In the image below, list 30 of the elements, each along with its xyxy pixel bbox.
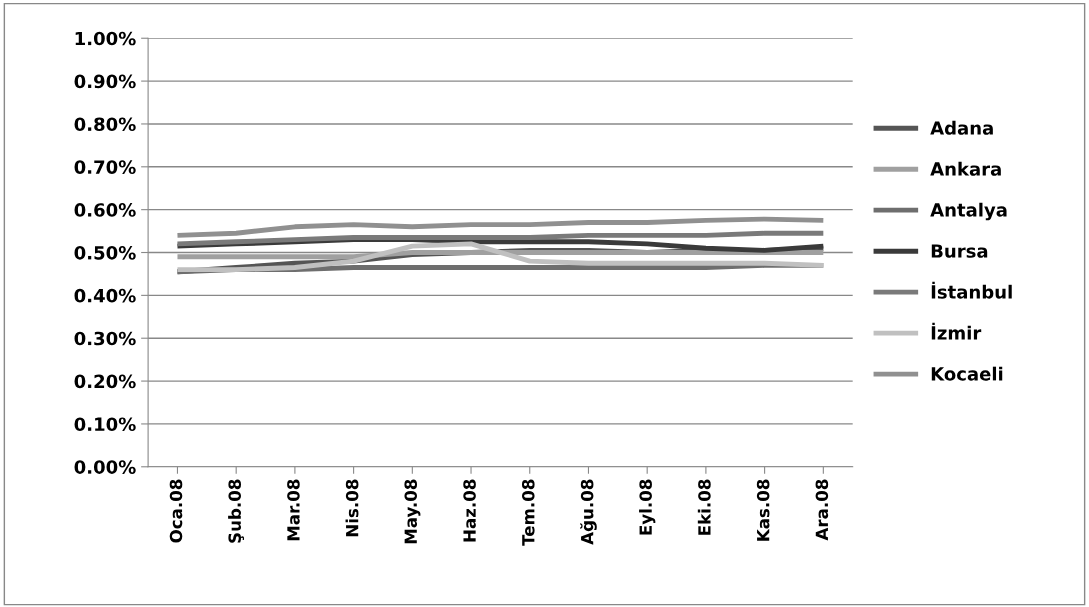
y-tick-label: 0.80%	[74, 117, 136, 132]
legend-label: Adana	[930, 120, 993, 135]
x-tick-label: Şub.08	[228, 479, 245, 543]
x-tick-label: May.08	[404, 479, 421, 544]
x-tick-label: Haz.08	[463, 479, 476, 542]
x-tick-label: Eyl.08	[639, 479, 656, 535]
y-tick-label: 0.00%	[74, 460, 136, 474]
y-tick-label: 0.60%	[74, 203, 136, 217]
y-tick-label: 0.40%	[74, 288, 136, 303]
x-tick-label: Kas.08	[756, 479, 770, 541]
x-tick-label: Oca.08	[169, 479, 183, 543]
x-tick-label: Tem.08	[521, 479, 535, 546]
y-tick-label: 1.00%	[75, 31, 136, 46]
x-tick-label: Eki.08	[697, 479, 711, 535]
legend-label: Bursa	[931, 244, 988, 258]
legend-label: İzmir	[931, 322, 982, 340]
legend-label: İstanbul	[931, 281, 1012, 299]
x-tick-label: Mar.08	[287, 479, 300, 541]
x-tick-label: Ara.08	[815, 479, 829, 541]
y-tick-label: 0.50%	[74, 245, 136, 260]
y-tick-label: 0.70%	[74, 160, 136, 174]
x-tick-label: Ağu.08	[580, 479, 597, 545]
y-tick-label: 0.20%	[74, 374, 136, 389]
legend-label: Antalya	[930, 202, 1007, 221]
y-tick-label: 0.30%	[74, 331, 136, 346]
y-tick-label: 0.90%	[74, 74, 136, 89]
legend-label: Kocaeli	[931, 366, 1003, 381]
y-tick-label: 0.10%	[74, 417, 136, 432]
legend-label: Ankara	[930, 161, 1001, 176]
x-tick-label: Nis.08	[345, 479, 359, 537]
